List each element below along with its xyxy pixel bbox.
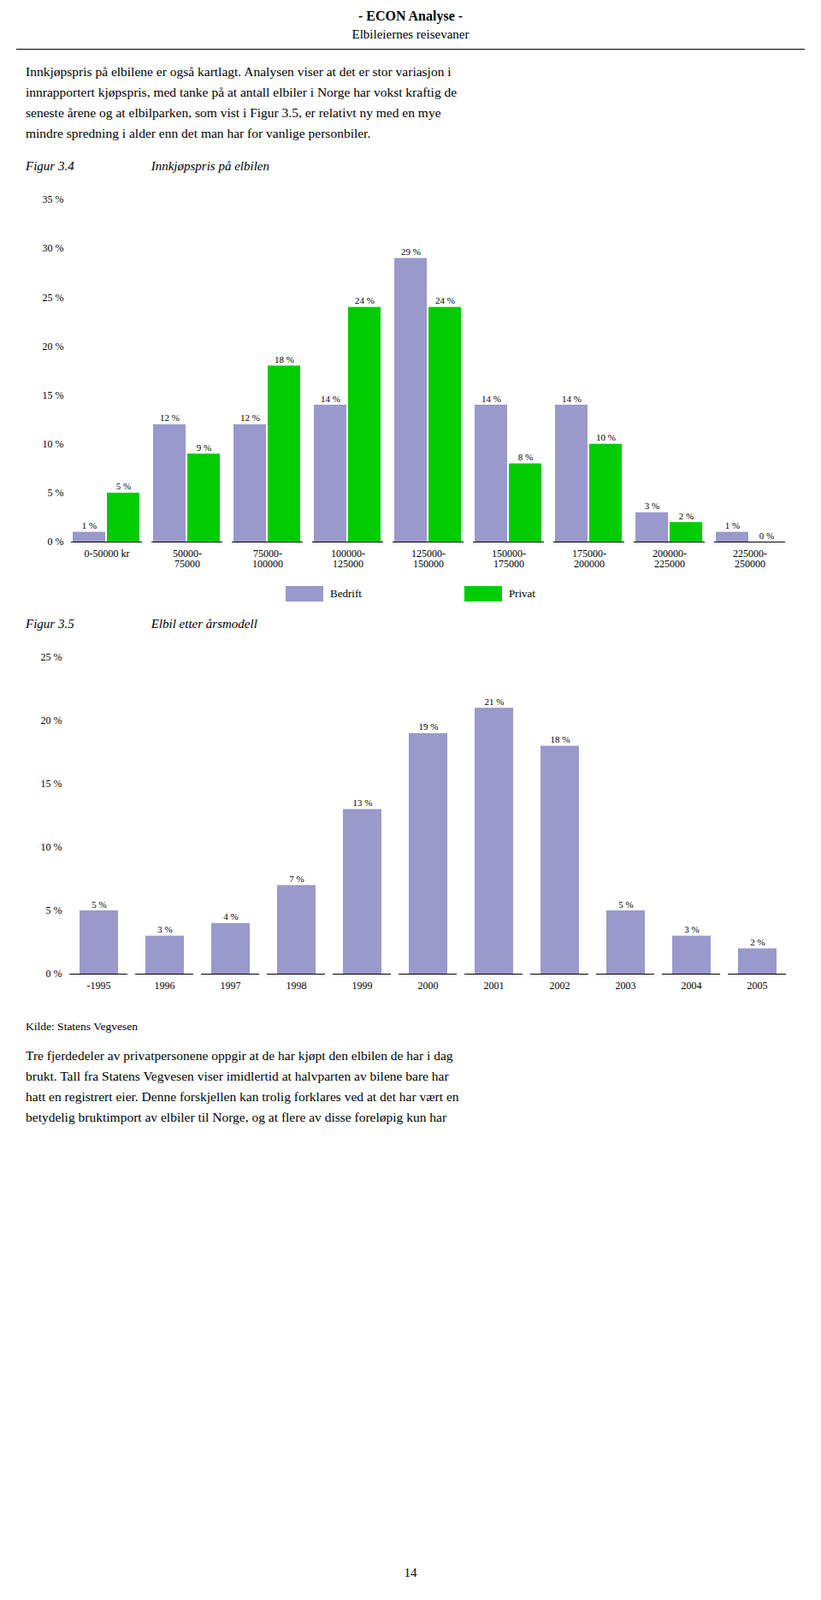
svg-text:21 %: 21 % xyxy=(484,696,505,707)
svg-text:15 %: 15 % xyxy=(41,777,63,790)
html-text:Elbileiernes reisevaner: Elbileiernes reisevaner xyxy=(351,27,470,42)
svg-text:10 %: 10 % xyxy=(41,840,63,853)
svg-text:2002: 2002 xyxy=(549,979,571,992)
svg-text:0 %: 0 % xyxy=(47,535,65,548)
svg-text:29 %: 29 % xyxy=(401,246,421,257)
svg-text:5 %: 5 % xyxy=(91,898,107,910)
svg-text:1997: 1997 xyxy=(220,979,242,992)
html-text:betydelig bruktimport av elbil: betydelig bruktimport av elbiler til Nor… xyxy=(25,1109,447,1124)
html-text:Bedrift: Bedrift xyxy=(330,586,362,600)
html-text:Elbil etter årsmodell: Elbil etter årsmodell xyxy=(151,616,258,631)
svg-text:200000-225000: 200000-225000 xyxy=(652,547,687,570)
svg-text:12 %: 12 % xyxy=(159,412,180,423)
svg-text:14 %: 14 % xyxy=(561,393,582,404)
svg-text:3 %: 3 % xyxy=(157,923,172,934)
svg-text:35 %: 35 % xyxy=(42,193,65,206)
svg-text:24 %: 24 % xyxy=(435,295,455,306)
svg-text:10 %: 10 % xyxy=(42,437,65,450)
svg-text:18 %: 18 % xyxy=(274,354,295,365)
svg-text:7 %: 7 % xyxy=(289,873,304,884)
svg-text:1996: 1996 xyxy=(154,979,176,992)
svg-text:3 %: 3 % xyxy=(644,500,660,511)
html-text:Tre fjerdedeler av privatperso: Tre fjerdedeler av privatpersonene oppgi… xyxy=(25,1047,453,1063)
svg-text:1 %: 1 % xyxy=(82,519,97,531)
svg-text:100000-125000: 100000-125000 xyxy=(330,547,366,570)
svg-text:25 %: 25 % xyxy=(42,291,65,304)
svg-text:2004: 2004 xyxy=(681,979,703,992)
svg-text:4 %: 4 % xyxy=(223,910,238,922)
svg-text:19 %: 19 % xyxy=(419,720,439,732)
svg-text:5 %: 5 % xyxy=(618,898,633,910)
svg-text:1998: 1998 xyxy=(286,979,308,992)
svg-text:225000-250000: 225000-250000 xyxy=(732,547,768,570)
svg-text:2 %: 2 % xyxy=(679,510,694,521)
html-text:brukt. Tall fra Statens Vegves: brukt. Tall fra Statens Vegvesen viser i… xyxy=(25,1068,449,1083)
svg-text:20 %: 20 % xyxy=(41,714,63,727)
svg-text:0-50000 kr: 0-50000 kr xyxy=(84,547,130,560)
svg-text:2 %: 2 % xyxy=(750,936,765,947)
svg-text:125000-150000: 125000-150000 xyxy=(411,547,446,570)
svg-text:1 %: 1 % xyxy=(725,519,740,531)
svg-text:1999: 1999 xyxy=(352,979,373,992)
svg-text:175000-200000: 175000-200000 xyxy=(572,547,607,570)
svg-text:0 %: 0 % xyxy=(46,967,63,980)
html-text:hatt en registrert eier. Denne: hatt en registrert eier. Denne forskjell… xyxy=(25,1088,459,1104)
svg-text:2001: 2001 xyxy=(484,979,505,992)
html-text:innrapportert kjøpspris, med t: innrapportert kjøpspris, med tanke på at… xyxy=(25,84,457,100)
svg-text:8 %: 8 % xyxy=(518,451,533,462)
html-text:Figur 3.5: Figur 3.5 xyxy=(25,616,75,631)
svg-text:10 %: 10 % xyxy=(596,431,616,443)
html-text:14: 14 xyxy=(404,1565,417,1579)
svg-text:15 %: 15 % xyxy=(42,389,65,402)
svg-text:24 %: 24 % xyxy=(354,295,375,306)
svg-text:2005: 2005 xyxy=(747,979,768,992)
svg-text:12 %: 12 % xyxy=(240,412,260,423)
html-text:mindre spredning i alder enn d: mindre spredning i alder enn det man har… xyxy=(25,125,371,141)
svg-text:30 %: 30 % xyxy=(42,242,65,255)
svg-text:3 %: 3 % xyxy=(684,923,699,934)
svg-text:20 %: 20 % xyxy=(42,340,65,353)
svg-text:14 %: 14 % xyxy=(481,393,502,404)
svg-text:75000-100000: 75000-100000 xyxy=(252,547,284,570)
svg-text:2003: 2003 xyxy=(615,979,637,992)
svg-text:-1995: -1995 xyxy=(87,979,112,992)
html-text:- ECON Analyse -: - ECON Analyse - xyxy=(358,8,463,24)
svg-text:18 %: 18 % xyxy=(550,733,571,745)
html-text:Privat: Privat xyxy=(508,586,536,600)
svg-text:14 %: 14 % xyxy=(320,393,341,404)
svg-text:150000-175000: 150000-175000 xyxy=(491,547,526,570)
html-text:Kilde: Statens Vegvesen: Kilde: Statens Vegvesen xyxy=(25,1019,138,1033)
svg-text:13 %: 13 % xyxy=(353,797,373,808)
svg-text:9 %: 9 % xyxy=(196,442,212,453)
svg-text:25 %: 25 % xyxy=(41,650,63,663)
html-text:Innkjøpspris på elbilen: Innkjøpspris på elbilen xyxy=(151,159,270,173)
html-text:Figur 3.4: Figur 3.4 xyxy=(25,159,75,173)
svg-text:5 %: 5 % xyxy=(46,903,63,916)
svg-text:0 %: 0 % xyxy=(759,530,774,541)
html-text:Innkjøpspris på elbilene er og: Innkjøpspris på elbilene er også kartlag… xyxy=(25,64,452,79)
svg-text:5 %: 5 % xyxy=(47,486,65,499)
svg-text:2000: 2000 xyxy=(418,979,439,992)
svg-text:5 %: 5 % xyxy=(116,480,131,491)
svg-text:50000-75000: 50000-75000 xyxy=(172,547,202,570)
html-text:seneste årene og at elbilparke: seneste årene og at elbilparken, som vis… xyxy=(25,105,441,120)
